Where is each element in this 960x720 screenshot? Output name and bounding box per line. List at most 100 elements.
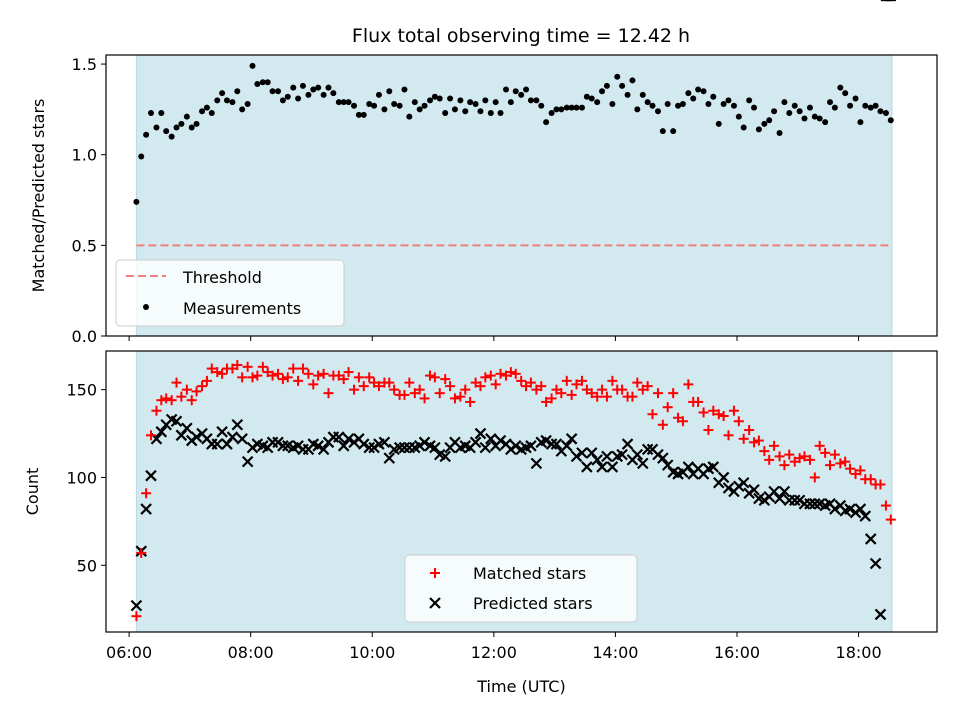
measurement-point: [315, 84, 322, 91]
measurement-point: [634, 106, 641, 113]
matched-stars-point: [343, 367, 354, 378]
matched-stars-point: [156, 395, 167, 406]
predicted-stars-point: [864, 533, 877, 545]
y-tick-label: 0.5: [72, 236, 97, 255]
matched-stars-point: [389, 384, 400, 395]
panel-frame: [105, 54, 938, 337]
measurement-point: [360, 111, 367, 118]
matched-stars-point: [318, 368, 329, 379]
measurement-point: [163, 128, 170, 135]
measurement-point: [492, 99, 499, 106]
measurement-point: [507, 99, 514, 106]
measurement-point: [487, 110, 494, 117]
measurement-points: [133, 62, 894, 205]
matched-stars-point: [485, 370, 496, 381]
predicted-stars-point: [550, 438, 563, 450]
legend-matched-label: Matched stars: [473, 564, 586, 583]
matched-stars-point: [561, 375, 572, 386]
predicted-stars-point: [657, 452, 669, 464]
measurement-point: [214, 97, 221, 104]
matched-stars-point: [495, 368, 506, 379]
matched-stars-point: [627, 391, 638, 402]
matched-stars-point: [723, 430, 734, 441]
matched-stars-point: [576, 375, 587, 386]
matched-stars-point: [536, 381, 547, 392]
matched-stars-point: [708, 405, 719, 416]
measurement-point: [776, 129, 783, 136]
predicted-stars-point: [398, 441, 411, 454]
measurement-point: [563, 104, 570, 111]
measurement-point: [249, 62, 256, 69]
matched-stars-point: [267, 370, 278, 381]
predicted-stars-point: [317, 443, 330, 456]
predicted-stars-point: [429, 441, 441, 454]
x-axis-ticks: 06:00 08:00 10:00 12:00 14:00 16:00 18:00: [106, 632, 882, 662]
matched-stars-point: [358, 381, 369, 392]
matched-stars-point: [414, 384, 425, 395]
predicted-stars-point: [130, 599, 143, 612]
matched-stars-point: [434, 388, 445, 399]
measurement-point: [639, 91, 646, 98]
measurement-point: [279, 97, 286, 104]
matched-stars-point: [769, 440, 780, 451]
legend-measurements-label: Measurements: [183, 299, 301, 318]
measurement-point: [553, 106, 560, 113]
matched-stars-point: [206, 363, 217, 374]
predicted-stars-point: [236, 433, 248, 445]
predicted-stars-point: [474, 427, 487, 440]
matched-stars-point: [136, 547, 147, 558]
measurement-point: [351, 102, 358, 109]
measurement-point: [451, 106, 458, 113]
measurement-point: [568, 104, 575, 111]
matched-stars-point: [252, 370, 263, 381]
matched-stars-point: [865, 474, 876, 485]
predicted-stars-point: [226, 431, 239, 443]
x-tick-label: 06:00: [106, 643, 152, 662]
predicted-stars-point: [748, 483, 760, 496]
measurement-point: [431, 93, 438, 100]
matched-stars-point: [475, 381, 486, 392]
matched-stars-point: [404, 377, 415, 388]
measurement-point: [685, 90, 692, 97]
measurement-point: [806, 104, 813, 111]
measurement-point: [796, 108, 803, 115]
measurement-point: [761, 120, 768, 127]
matched-stars-point: [794, 453, 805, 464]
matched-stars-point: [191, 386, 202, 397]
predicted-stars-point: [383, 452, 396, 464]
predicted-stars-point: [565, 433, 578, 445]
predicted-stars-point: [393, 441, 406, 454]
measurement-point: [168, 133, 175, 140]
matched-stars-point: [804, 454, 815, 465]
measurement-point: [599, 88, 606, 95]
matched-stars-point: [141, 488, 152, 499]
matched-stars-point: [455, 391, 466, 402]
measurement-point: [208, 110, 215, 117]
measurement-point: [482, 97, 489, 104]
measurement-point: [543, 119, 550, 126]
predicted-stars-point: [621, 438, 634, 450]
measurement-point: [827, 99, 834, 106]
legend: Threshold Measurements: [115, 259, 345, 327]
predicted-stars-point: [357, 438, 370, 450]
measurement-point: [594, 99, 601, 106]
measurement-point: [234, 88, 241, 95]
matched-stars-point: [875, 479, 886, 490]
matched-stars-point: [373, 381, 384, 392]
measurement-point: [512, 88, 519, 95]
y-tick-label: 100: [66, 468, 97, 487]
matched-stars-point: [713, 409, 724, 420]
matched-stars-point: [779, 460, 790, 471]
matched-stars-point: [237, 372, 248, 383]
predicted-stars-point: [342, 433, 355, 445]
measurement-point: [462, 108, 469, 115]
matched-stars-point: [323, 388, 334, 399]
measurement-point: [614, 73, 621, 80]
measurement-point: [816, 115, 823, 122]
measurement-point: [401, 86, 408, 93]
x-tick-label: 18:00: [836, 643, 882, 662]
matched-stars-points: [131, 360, 896, 622]
matched-stars-point: [698, 407, 709, 418]
matched-stars-point: [541, 396, 552, 407]
